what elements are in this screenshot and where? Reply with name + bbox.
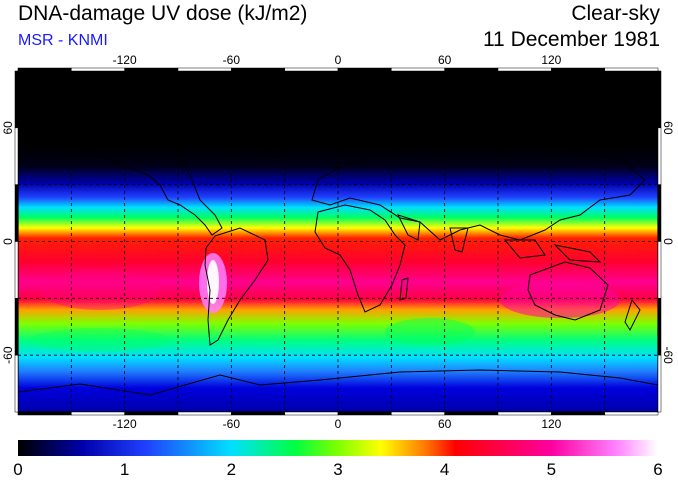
lat-tick-label: 60	[1, 121, 15, 135]
border-bar	[14, 127, 19, 185]
border-bar	[657, 298, 662, 356]
border-bar	[444, 67, 499, 72]
border-bar	[604, 67, 659, 72]
border-bar	[284, 411, 339, 416]
colorbar-tick-label: 5	[547, 460, 556, 479]
border-bar	[71, 411, 125, 416]
border-bar	[657, 241, 662, 299]
colorbar-tick-label: 2	[227, 460, 236, 479]
border-bar	[444, 411, 499, 416]
border-bar	[231, 411, 285, 416]
lon-tick-labels-bottom: -120 -60 0 60 120	[113, 417, 562, 431]
border-bar	[497, 411, 552, 416]
border-bar	[14, 241, 19, 299]
border-bar	[497, 67, 552, 72]
lon-tick-label: -120	[113, 417, 137, 431]
border-bar	[177, 67, 232, 72]
source-label: MSR - KNMI	[18, 32, 108, 49]
lat-tick-labels-left: 60 0 -60	[1, 121, 15, 364]
border-bar	[71, 67, 125, 72]
map-date: 11 December 1981	[482, 28, 660, 51]
lon-tick-label: 0	[335, 53, 342, 67]
border-bar	[657, 127, 662, 185]
lon-tick-label: -60	[223, 53, 241, 67]
lon-tick-label: 0	[335, 417, 342, 431]
lat-tick-label: 0	[1, 238, 15, 245]
border-bar	[124, 67, 179, 72]
map-border-bars	[14, 67, 662, 416]
border-bar	[657, 354, 662, 413]
colorbar-tick-label: 1	[120, 460, 129, 479]
graticule	[18, 71, 658, 412]
lat-tick-label: 60	[661, 121, 675, 135]
border-bar	[604, 411, 659, 416]
border-bar	[657, 184, 662, 242]
border-bar	[337, 411, 392, 416]
lon-tick-label: 120	[541, 53, 561, 67]
border-bar	[177, 411, 232, 416]
colorbar-tick-label: 4	[440, 460, 449, 479]
border-bar	[551, 67, 605, 72]
border-bar	[551, 411, 605, 416]
border-bar	[657, 70, 662, 129]
border-bar	[14, 70, 19, 129]
colorbar-labels: 0 1 2 3 4 5 6	[13, 460, 662, 479]
lon-tick-label: 120	[541, 417, 561, 431]
colorbar-tick-label: 0	[13, 460, 22, 479]
border-bar	[337, 67, 392, 72]
lat-tick-label: -60	[1, 346, 15, 364]
border-bar	[391, 67, 445, 72]
colorbar-tick-label: 6	[653, 460, 662, 479]
border-bar	[17, 411, 72, 416]
lon-tick-labels-top: -120 -60 0 60 120	[113, 53, 562, 67]
lon-tick-label: 60	[438, 53, 452, 67]
border-bar	[284, 67, 339, 72]
border-bar	[17, 67, 72, 72]
colorbar-tick-label: 3	[333, 460, 342, 479]
border-bar	[14, 298, 19, 356]
lon-tick-label: 60	[438, 417, 452, 431]
sky-condition: Clear-sky	[571, 2, 660, 25]
colorbar	[18, 440, 658, 456]
lon-tick-label: -120	[113, 53, 137, 67]
border-bar	[14, 354, 19, 413]
lat-tick-labels-right: 60 0 -60	[661, 121, 675, 364]
border-bar	[391, 411, 445, 416]
lon-tick-label: -60	[223, 417, 241, 431]
border-bar	[124, 411, 179, 416]
coastlines	[18, 101, 658, 396]
lat-tick-label: -60	[661, 346, 675, 364]
border-bar	[14, 184, 19, 242]
lat-tick-label: 0	[661, 238, 675, 245]
border-bar	[231, 67, 285, 72]
map-title: DNA-damage UV dose (kJ/m2)	[18, 2, 308, 25]
